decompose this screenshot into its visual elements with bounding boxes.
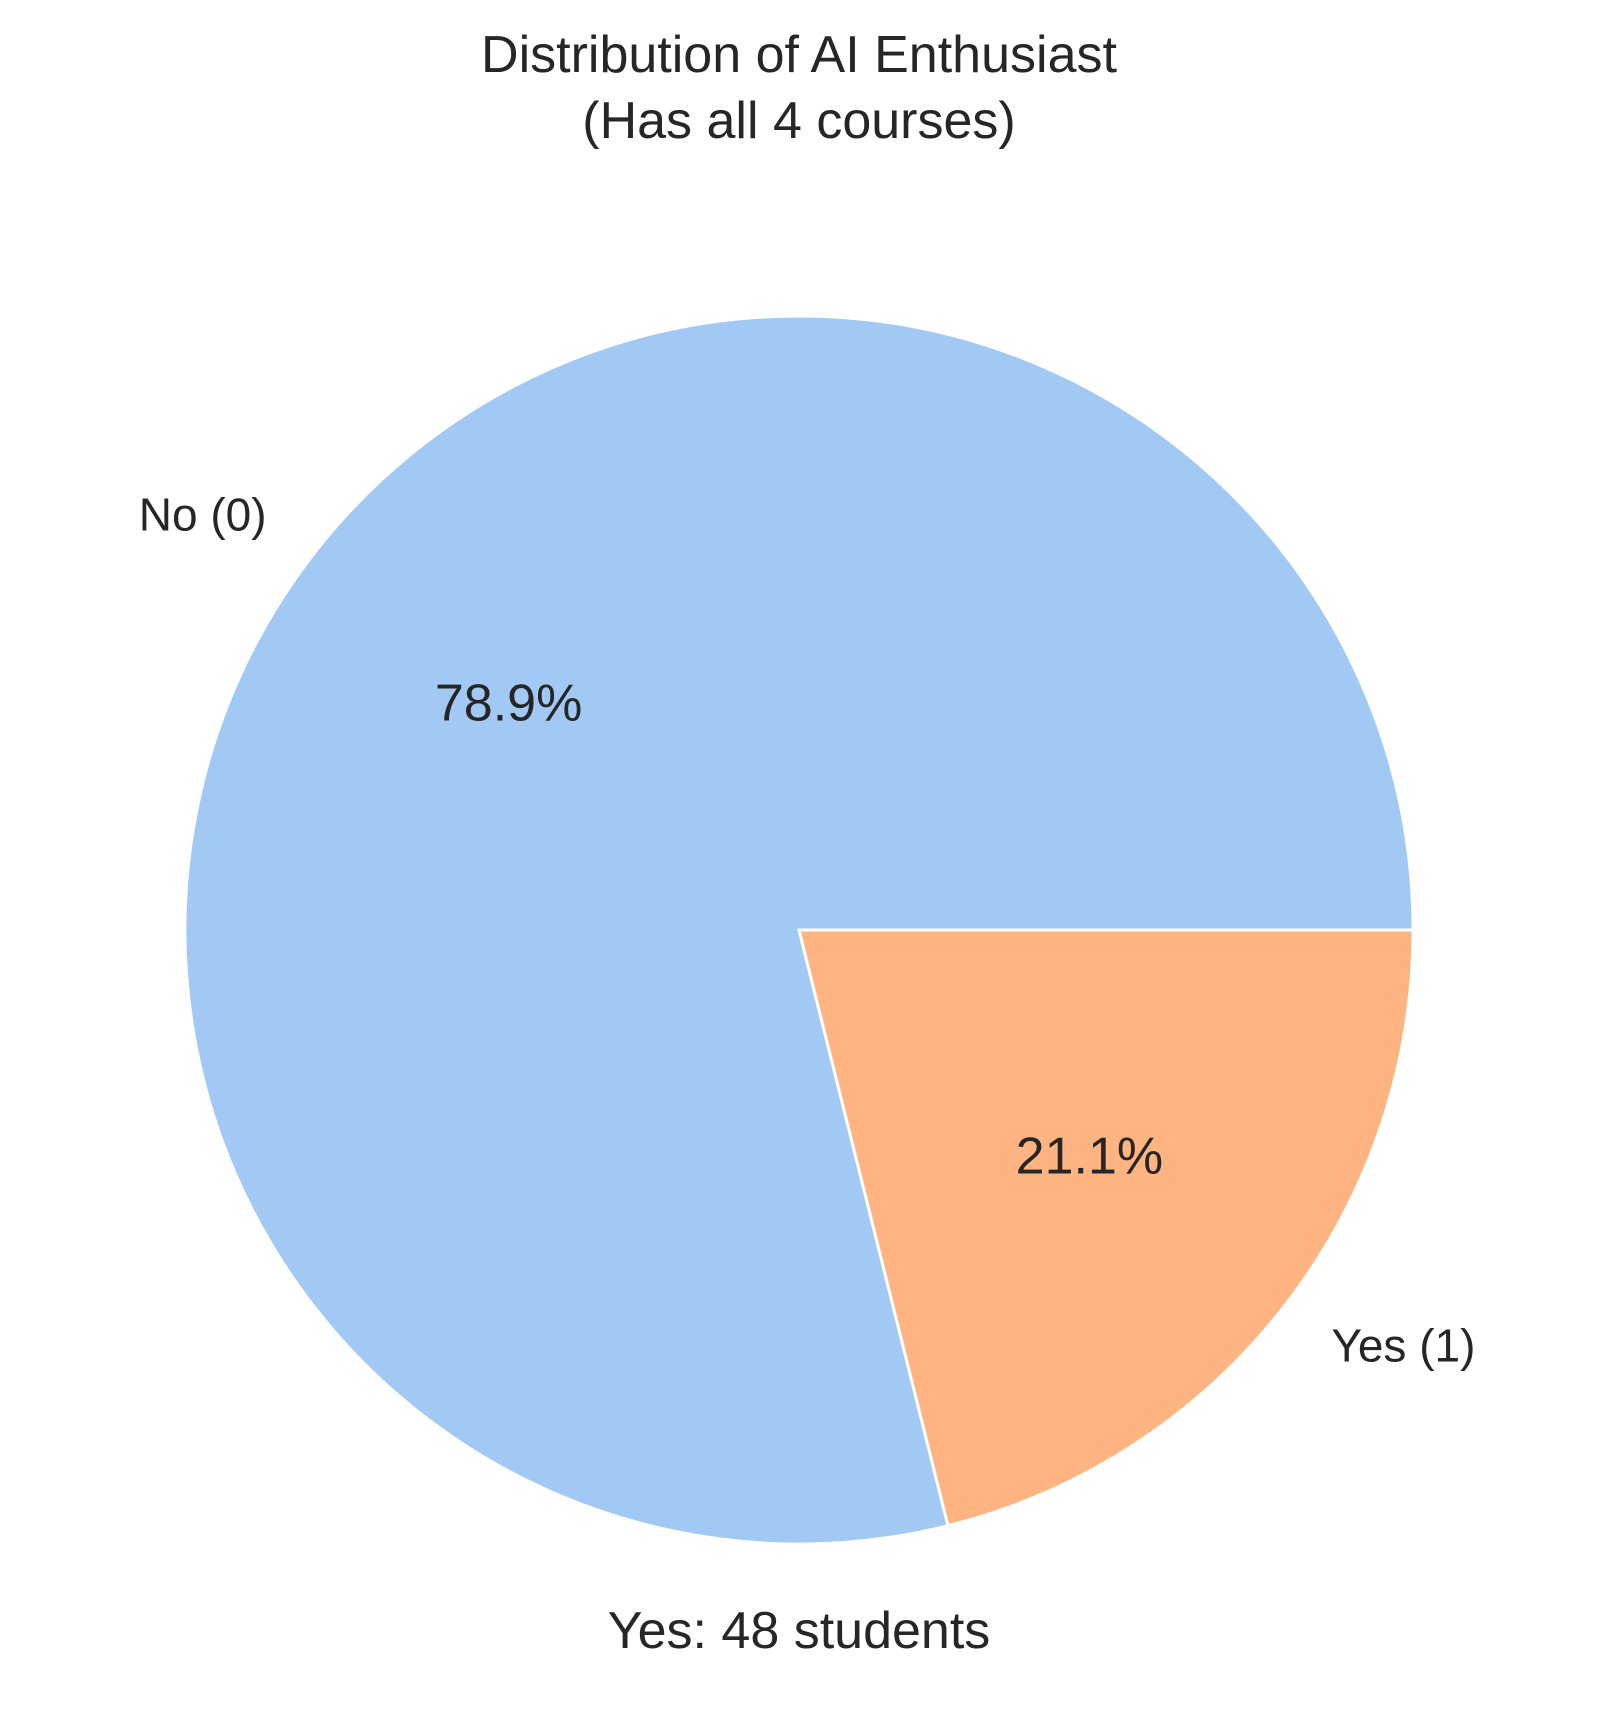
chart-title-line-1: Distribution of AI Enthusiast [481, 26, 1117, 84]
pie-slices [183, 314, 1415, 1546]
pie-percent-label-0: 78.9% [435, 674, 582, 732]
pie-slice-1 [797, 928, 1415, 1528]
pie-category-label-0: No (0) [139, 488, 267, 540]
pie-labels: No (0) 78.9% Yes (1) 21.1% [139, 488, 1476, 1371]
chart-title-line-2: (Has all 4 courses) [582, 92, 1015, 150]
pie-percent-label-1: 21.1% [1016, 1128, 1163, 1186]
pie-category-label-1: Yes (1) [1331, 1320, 1475, 1372]
chart-footer-note: Yes: 48 students [608, 1602, 991, 1660]
